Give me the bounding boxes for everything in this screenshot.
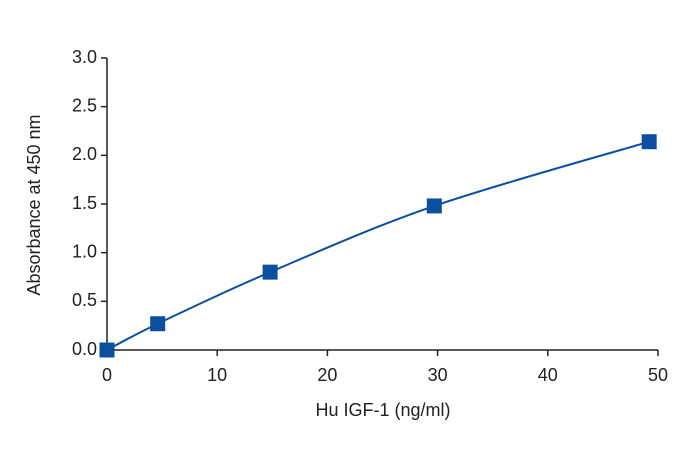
x-tick-label: 0 — [102, 365, 112, 385]
x-tick-label: 20 — [317, 365, 337, 385]
marker — [426, 198, 442, 214]
marker — [262, 264, 278, 280]
y-tick-label: 0.0 — [72, 339, 97, 359]
y-tick-label: 3.0 — [72, 47, 97, 67]
x-tick-label: 40 — [538, 365, 558, 385]
y-tick-label: 1.5 — [72, 193, 97, 213]
y-tick-label: 2.0 — [72, 144, 97, 164]
x-tick-label: 50 — [648, 365, 668, 385]
fit-curve — [106, 140, 650, 351]
marker — [641, 134, 657, 150]
y-tick-label: 1.0 — [72, 241, 97, 261]
marker — [150, 316, 166, 332]
x-tick-label: 10 — [207, 365, 227, 385]
x-axis-label: Hu IGF-1 (ng/ml) — [315, 400, 450, 420]
y-tick-label: 2.5 — [72, 95, 97, 115]
marker — [99, 342, 115, 358]
x-tick-label: 30 — [428, 365, 448, 385]
y-tick-label: 0.5 — [72, 290, 97, 310]
y-axis-label: Absorbance at 450 nm — [24, 114, 44, 295]
